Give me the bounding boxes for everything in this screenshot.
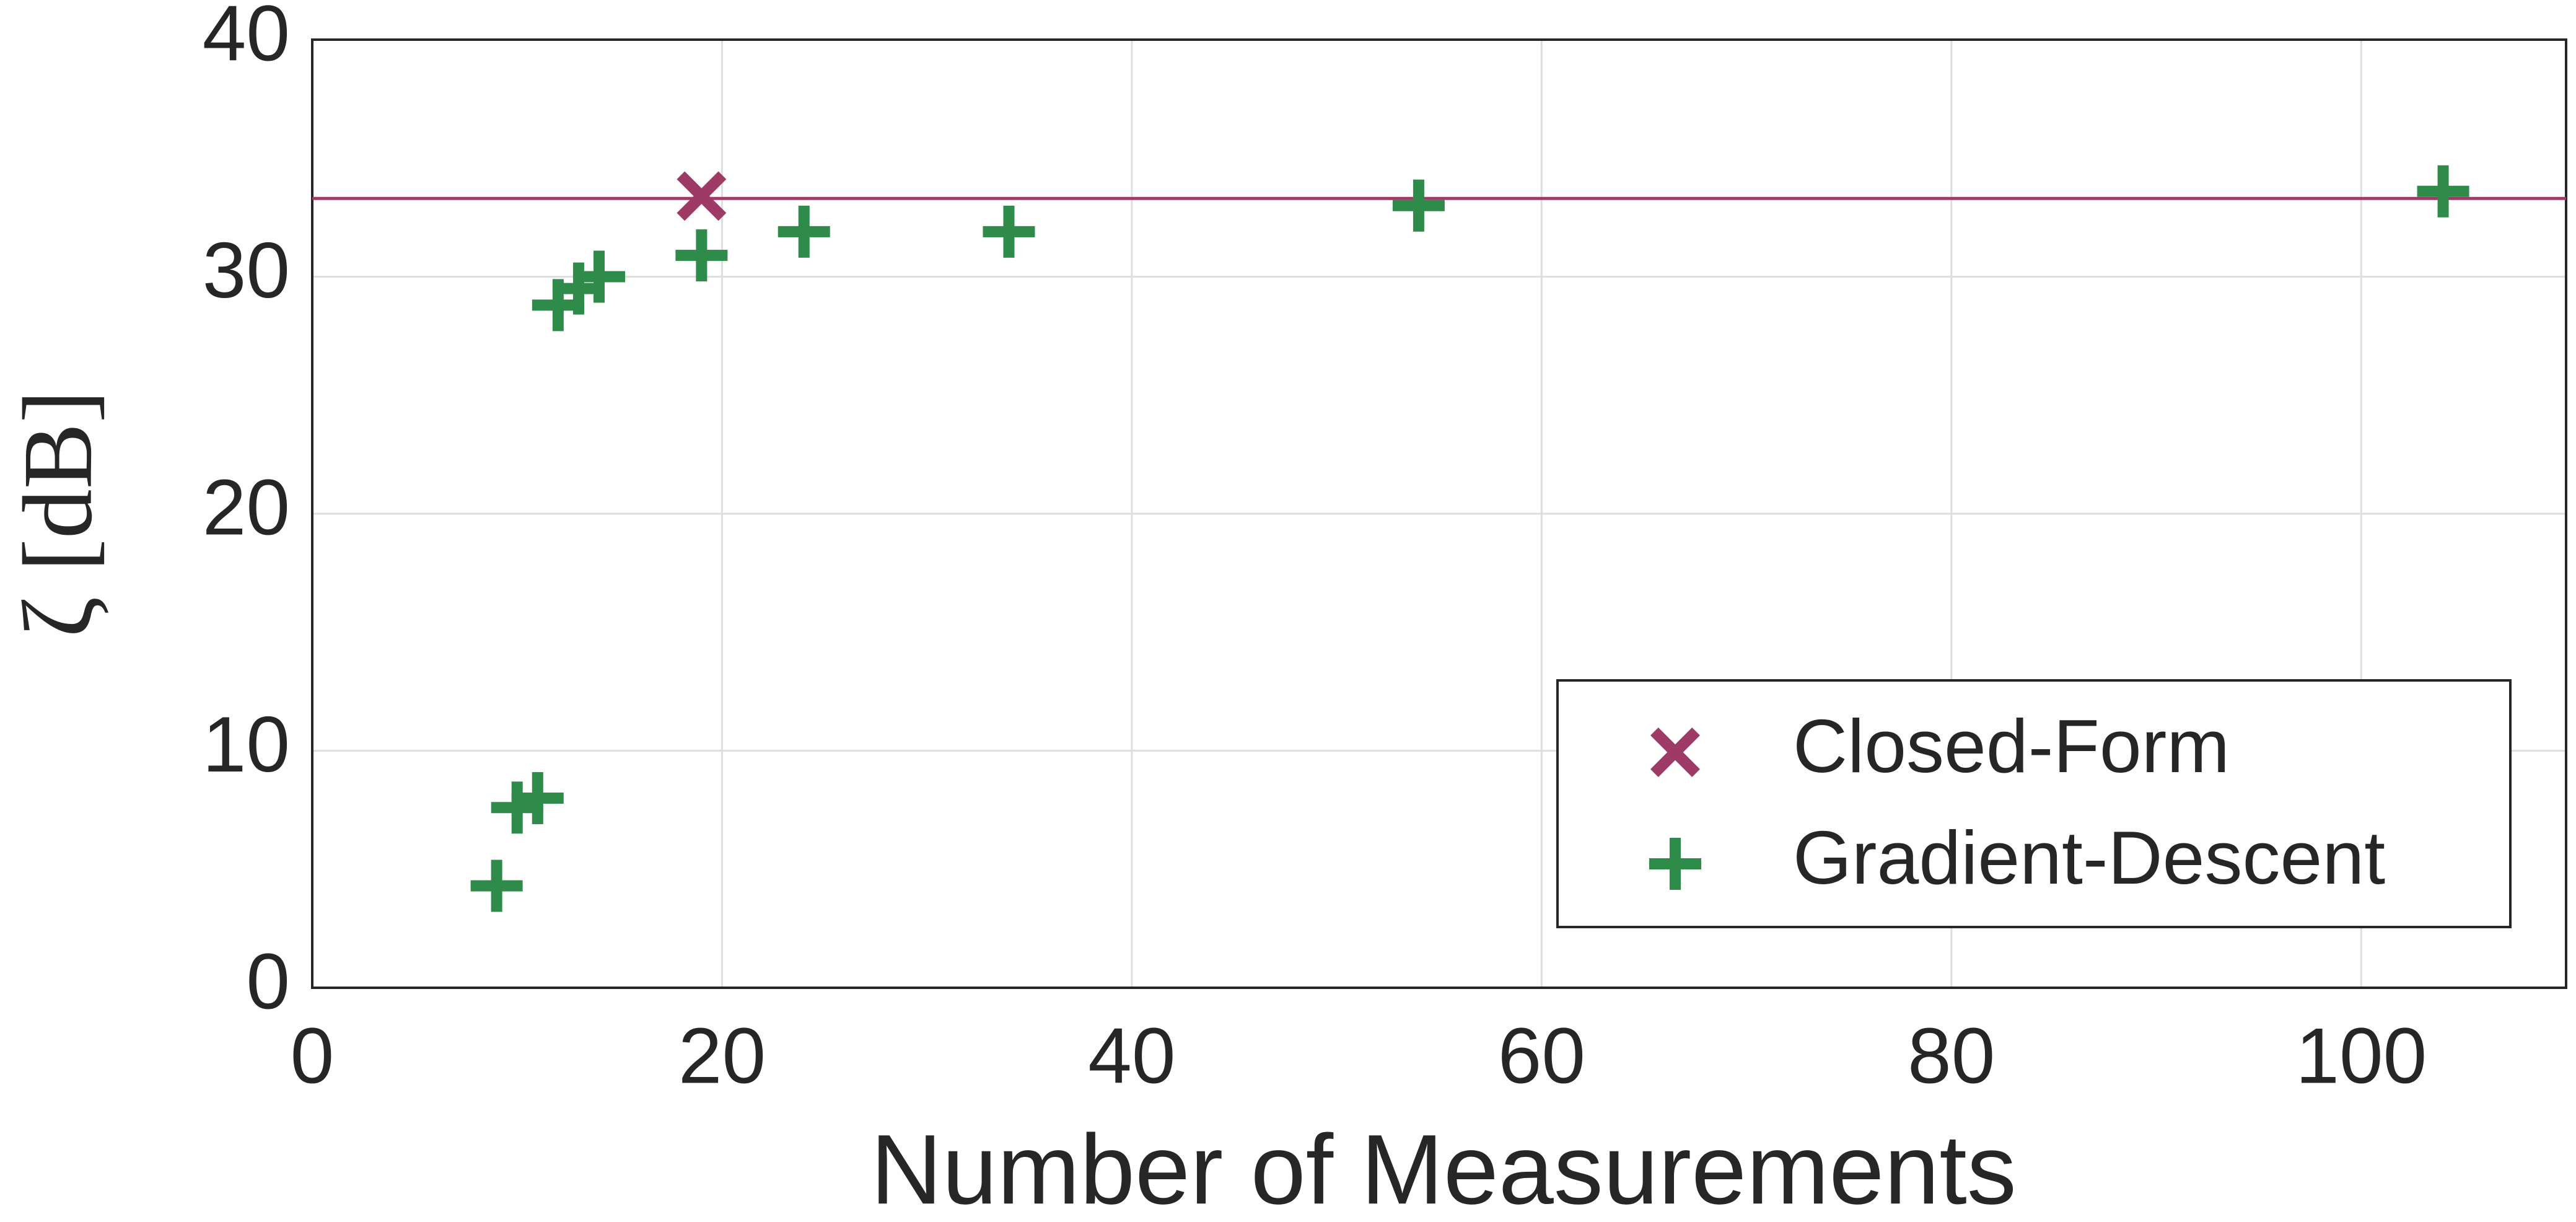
y-tick-label: 0 xyxy=(246,938,290,1026)
marker xyxy=(778,205,830,258)
x-tick-label: 60 xyxy=(1498,1012,1585,1100)
marker xyxy=(677,171,727,221)
legend-marker xyxy=(1650,727,1700,777)
x-tick-label: 20 xyxy=(678,1012,766,1100)
marker xyxy=(573,250,626,303)
legend-label: Closed-Form xyxy=(1793,704,2230,788)
y-axis-label: ζ [dB] xyxy=(2,390,113,638)
x-axis-label: Number of Measurements xyxy=(870,1114,2017,1222)
legend-box xyxy=(1556,679,2512,928)
plot-frame xyxy=(311,38,2567,989)
x-tick-label: 100 xyxy=(2295,1012,2427,1100)
marker xyxy=(1392,179,1445,232)
y-tick-label: 30 xyxy=(203,226,290,314)
x-tick-label: 40 xyxy=(1088,1012,1175,1100)
marker xyxy=(2417,165,2469,218)
x-tick-label: 0 xyxy=(291,1012,335,1100)
marker xyxy=(511,772,564,824)
marker xyxy=(470,859,523,912)
marker xyxy=(675,229,728,282)
legend-marker xyxy=(1649,838,1701,890)
y-tick-label: 10 xyxy=(203,700,290,788)
y-tick-label: 40 xyxy=(203,0,290,77)
y-tick-label: 20 xyxy=(203,464,290,552)
x-tick-label: 80 xyxy=(1908,1012,1995,1100)
legend-label: Gradient-Descent xyxy=(1793,815,2385,900)
marker xyxy=(983,205,1035,258)
